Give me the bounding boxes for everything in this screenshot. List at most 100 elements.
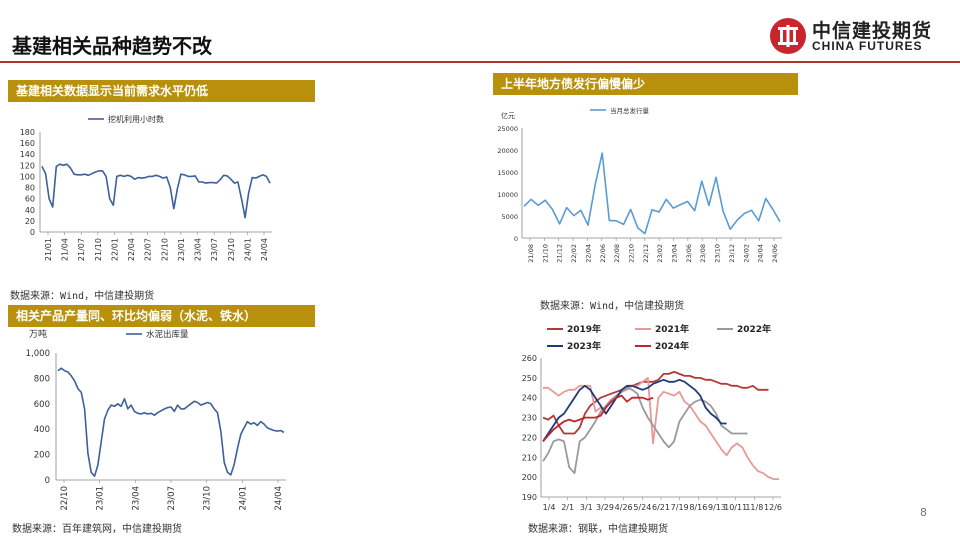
x-tick-label: 23/06 (685, 244, 693, 263)
y-tick-label: 230 (522, 414, 537, 423)
x-tick-label: 6/21 (652, 503, 670, 512)
legend-label: 2019年 (567, 323, 601, 335)
y-tick-label: 180 (20, 128, 35, 137)
x-tick-label: 21/12 (556, 244, 564, 263)
chart-bonds: 0 5000 10000 15000 20000 25000 21/08 21/10 21/12… (497, 106, 782, 263)
series-line-cement (57, 367, 285, 477)
legend-label: 2022年 (737, 323, 771, 335)
x-tick-label: 23/10 (227, 238, 236, 261)
source-bonds: 数据来源：Wind，中信建投期货 (540, 301, 685, 312)
x-tick-label: 24/04 (260, 238, 269, 261)
y-tick-label: 20 (25, 217, 35, 226)
legend-label: 2021年 (655, 323, 689, 335)
x-tick-label: 23/01 (177, 238, 186, 261)
series-line-2023年 (542, 378, 727, 442)
x-tick-label: 1/4 (543, 503, 556, 512)
y-tick-label: 200 (34, 451, 50, 461)
y-tick-label: 5000 (501, 213, 518, 221)
y-tick-label: 20000 (497, 147, 518, 155)
legend-label: 2023年 (567, 340, 601, 352)
x-tick-label: 22/07 (144, 238, 153, 261)
y-tick-label: 140 (20, 150, 35, 159)
y-tick-label: 800 (34, 374, 50, 384)
legend-label: 2024年 (655, 340, 689, 352)
x-tick-label: 22/08 (613, 244, 621, 263)
series-line-2024年 (542, 394, 654, 442)
series-line-2019年 (542, 371, 769, 435)
page-number: 8 (920, 506, 927, 519)
legend-label: 水泥出库量 (146, 329, 189, 340)
y-tick-label: 250 (522, 374, 537, 383)
panel-header-cement: 相关产品产量同、环比均偏弱（水泥、铁水） (8, 305, 315, 327)
y-tick-label: 120 (20, 161, 35, 170)
x-tick-label: 23/01 (96, 486, 106, 511)
unit-label: 亿元 (501, 111, 515, 120)
logo-text-en: CHINA FUTURES (812, 39, 923, 53)
title-divider (0, 61, 960, 63)
x-tick-label: 21/04 (61, 238, 70, 261)
x-tick-label: 3/29 (596, 503, 614, 512)
x-tick-label: 8/16 (689, 503, 707, 512)
y-tick-label: 80 (25, 184, 35, 193)
x-tick-label: 23/04 (194, 238, 203, 261)
x-tick-label: 24/06 (771, 244, 779, 263)
x-tick-label: 22/10 (627, 244, 635, 263)
y-tick-label: 40 (25, 206, 35, 215)
x-tick-label: 22/04 (584, 244, 592, 263)
x-tick-label: 22/04 (127, 238, 136, 261)
y-tick-label: 190 (522, 493, 537, 502)
x-tick-label: 24/02 (742, 244, 750, 263)
chart-iron: 190 200 210 220 230 240 250 260 1/4 2/1 3/1 3/29 4/2… (522, 323, 782, 512)
series-line-2021年 (543, 377, 779, 481)
y-tick-label: 200 (522, 473, 537, 482)
panel-header-excavator: 基建相关数据显示当前需求水平仍低 (8, 80, 315, 102)
x-tick-label: 10/11 (724, 503, 747, 512)
source-excavator: 数据来源：Wind，中信建投期货 (10, 291, 155, 302)
legend-label: 当月总发行量 (610, 106, 650, 115)
x-tick-label: 23/10 (203, 486, 213, 511)
x-tick-label: 23/10 (714, 244, 722, 263)
y-tick-label: 0 (45, 476, 50, 486)
x-tick-label: 12/6 (764, 503, 782, 512)
legend-label: 挖机利用小时数 (108, 114, 164, 124)
x-tick-label: 23/07 (167, 486, 177, 511)
x-tick-label: 22/10 (60, 486, 70, 511)
y-tick-label: 220 (522, 433, 537, 442)
x-tick-label: 22/12 (642, 244, 650, 263)
y-tick-label: 0 (514, 235, 518, 243)
logo-text-cn: 中信建投期货 (812, 20, 933, 42)
chart-excavator: 0 20 40 60 80 100 120 140 160 180 21/01 21/04 21/07 2… (20, 114, 272, 261)
y-tick-label: 260 (522, 354, 537, 363)
x-tick-label: 24/04 (274, 486, 284, 511)
x-tick-label: 22/01 (110, 238, 119, 261)
y-tick-label: 160 (20, 139, 35, 148)
x-tick-label: 24/01 (243, 238, 252, 261)
series-line-excavator (41, 163, 271, 219)
x-tick-label: 21/10 (541, 244, 549, 263)
y-tick-label: 0 (30, 228, 35, 237)
x-tick-label: 23/04 (131, 486, 141, 511)
y-tick-label: 25000 (497, 125, 518, 133)
y-tick-label: 10000 (497, 191, 518, 199)
x-tick-label: 3/1 (580, 503, 593, 512)
panel-header-bonds: 上半年地方债发行偏慢偏少 (493, 73, 798, 95)
unit-label: 万吨 (29, 328, 47, 340)
y-tick-label: 100 (20, 172, 35, 181)
x-tick-label: 23/04 (671, 244, 679, 263)
x-tick-label: 22/02 (570, 244, 578, 263)
y-tick-label: 15000 (497, 169, 518, 177)
chart-cement: 0 200 400 600 800 1,000 22/10 23/01 23/04 23/07 23… (26, 328, 286, 511)
x-tick-label: 2/1 (561, 503, 574, 512)
x-tick-label: 11/8 (745, 503, 763, 512)
page-title: 基建相关品种趋势不改 (12, 34, 212, 58)
x-tick-label: 24/01 (238, 486, 248, 511)
y-tick-label: 60 (25, 195, 35, 204)
y-tick-label: 600 (34, 400, 50, 410)
company-logo: 中信建投期货 CHINA FUTURES (768, 14, 948, 58)
x-tick-label: 23/12 (728, 244, 736, 263)
series-line-2022年 (542, 386, 748, 475)
series-line-bonds (523, 152, 781, 235)
x-tick-label: 21/01 (44, 238, 53, 261)
y-tick-label: 240 (522, 394, 537, 403)
x-tick-label: 7/19 (671, 503, 689, 512)
